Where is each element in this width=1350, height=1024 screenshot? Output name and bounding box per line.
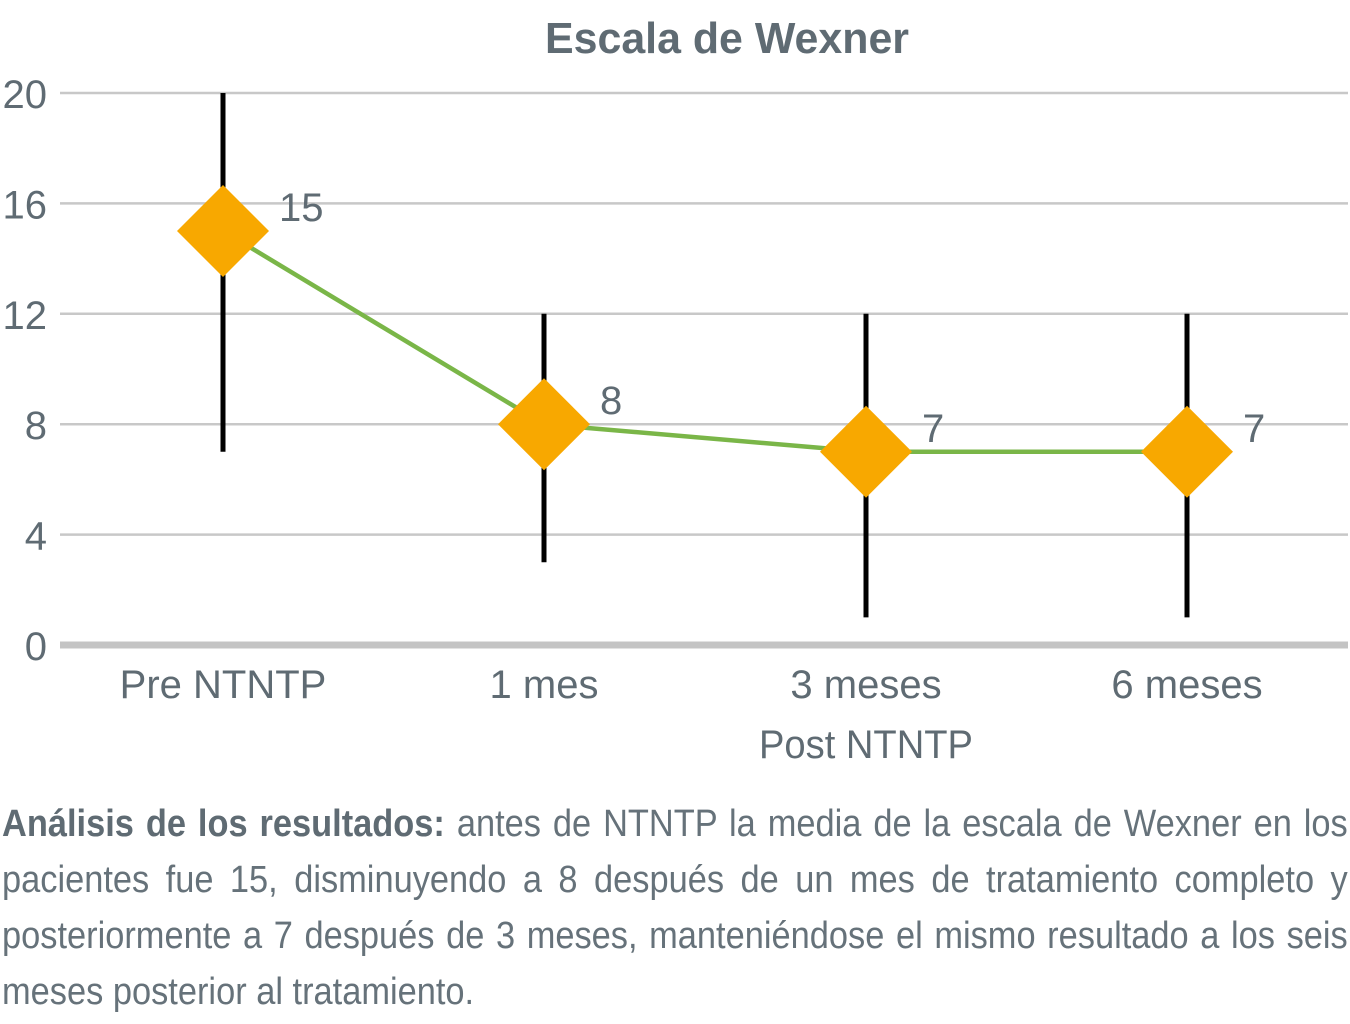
caption-text: antes de NTNTP la media de la escala de … bbox=[2, 803, 1348, 1013]
x-tick-label-1: Pre NTNTP bbox=[120, 663, 327, 707]
x-tick-label-3: 3 meses bbox=[790, 663, 941, 707]
wexner-line-chart: Escala de Wexner 0 4 8 12 16 20 Pre NTNTP 1 me… bbox=[3, 14, 1348, 767]
y-tick-label-20: 20 bbox=[3, 73, 48, 117]
x-tick-label-4: 6 meses bbox=[1111, 663, 1262, 707]
data-marker-3 bbox=[820, 405, 912, 498]
data-label-1: 15 bbox=[279, 186, 324, 230]
x-axis-ticks: Pre NTNTP 1 mes 3 meses 6 meses bbox=[120, 663, 1263, 707]
data-label-2: 8 bbox=[600, 379, 622, 423]
x-tick-label-2: 1 mes bbox=[490, 663, 599, 707]
error-bars bbox=[220, 93, 1190, 618]
series-polyline bbox=[221, 229, 1187, 455]
results-analysis-caption: Análisis de los resultados: antes de NTN… bbox=[2, 796, 1348, 1020]
data-label-3: 7 bbox=[922, 407, 944, 451]
gridlines bbox=[60, 91, 1348, 649]
y-tick-label-4: 4 bbox=[25, 515, 47, 559]
data-marker-2 bbox=[498, 378, 590, 471]
y-tick-label-8: 8 bbox=[25, 404, 47, 448]
y-tick-label-12: 12 bbox=[3, 294, 48, 338]
x-axis-group-label: Post NTNTP bbox=[759, 723, 973, 767]
y-tick-label-16: 16 bbox=[3, 183, 48, 227]
data-label-4: 7 bbox=[1243, 407, 1265, 451]
data-marker-4 bbox=[1141, 405, 1233, 498]
chart-title: Escala de Wexner bbox=[545, 14, 909, 63]
data-marker-1 bbox=[177, 185, 269, 277]
data-markers bbox=[177, 185, 1233, 498]
y-tick-label-0: 0 bbox=[25, 625, 47, 669]
y-axis-ticks: 0 4 8 12 16 20 bbox=[3, 73, 48, 669]
caption-lead: Análisis de los resultados: bbox=[2, 803, 445, 845]
data-labels: 15 8 7 7 bbox=[279, 186, 1265, 451]
series-line bbox=[221, 229, 1187, 455]
